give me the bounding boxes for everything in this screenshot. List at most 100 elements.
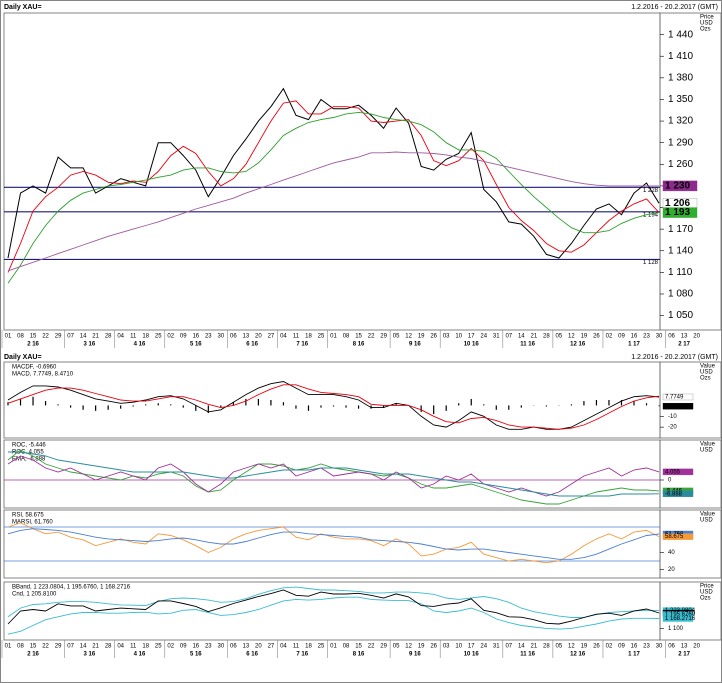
- series-line: [7, 596, 660, 635]
- x-month-label: 7 16: [296, 342, 308, 348]
- y-tick-label: 1 100: [668, 626, 684, 632]
- header-title: Daily XAU=: [4, 4, 42, 11]
- panel-frame: [3, 439, 661, 509]
- x-tick-label: 03: [443, 644, 450, 650]
- histogram-bar: [170, 404, 172, 406]
- x-tick-label: 15: [30, 644, 37, 650]
- value-tag-label: 4.055: [665, 469, 681, 475]
- histogram-bar: [433, 405, 435, 415]
- x-tick-label: 09: [180, 334, 187, 340]
- legend-entry: MARSI, 61.760: [12, 520, 53, 526]
- x-tick-label: 13: [243, 334, 250, 340]
- value-tag-label: 1 206: [665, 198, 690, 209]
- x-tick-label: 25: [155, 644, 162, 650]
- x-tick-label: 30: [656, 644, 663, 650]
- x-tick-label: 19: [581, 334, 588, 340]
- axis-frame: [659, 439, 722, 509]
- x-tick-label: 09: [618, 334, 625, 340]
- y-tick-label: 1 170: [668, 224, 693, 235]
- x-month-label: 9 16: [409, 652, 421, 658]
- y-tick-label: 0: [668, 478, 672, 484]
- series-line: [7, 455, 660, 497]
- histogram-bar: [145, 404, 147, 406]
- x-tick-label: 07: [505, 334, 512, 340]
- x-tick-label: 01: [5, 644, 12, 650]
- value-tag-label: -6.888: [665, 491, 683, 497]
- histogram-bar: [470, 398, 472, 406]
- y-tick-label: 1 260: [668, 159, 693, 170]
- axis-unit: Ozs: [700, 596, 711, 602]
- histogram-bar: [220, 405, 222, 408]
- axis-frame: [659, 509, 722, 579]
- value-tag: [662, 468, 694, 476]
- histogram-bar: [395, 403, 397, 406]
- histogram-bar: [345, 405, 347, 408]
- x-tick-label: 08: [17, 334, 24, 340]
- x-tick-label: 28: [543, 334, 550, 340]
- axis-frame: [659, 12, 722, 331]
- x-month-label: 10 16: [464, 342, 480, 348]
- histogram-bar: [295, 405, 297, 409]
- x-tick-label: 11: [293, 644, 300, 650]
- histogram-bar: [232, 402, 234, 406]
- x-tick-label: 19: [418, 644, 425, 650]
- x-tick-label: 18: [142, 644, 149, 650]
- x-tick-label: 29: [55, 334, 62, 340]
- series-line: [7, 151, 659, 272]
- x-tick-label: 06: [668, 644, 675, 650]
- x-tick-label: 28: [105, 644, 112, 650]
- x-tick-label: 30: [656, 334, 663, 340]
- x-tick-label: 10: [455, 334, 462, 340]
- x-tick-label: 08: [17, 644, 24, 650]
- y-tick-label: 1 080: [668, 289, 693, 300]
- histogram-bar: [583, 401, 585, 406]
- x-tick-label: 16: [192, 644, 199, 650]
- x-tick-label: 31: [493, 644, 500, 650]
- axis-unit: Value: [700, 442, 716, 448]
- x-month-label: 9 16: [409, 342, 421, 348]
- y-tick-label: 1 380: [668, 72, 693, 83]
- x-tick-label: 01: [330, 334, 337, 340]
- x-tick-label: 09: [618, 644, 625, 650]
- x-tick-label: 16: [192, 334, 199, 340]
- x-tick-label: 23: [643, 334, 650, 340]
- x-tick-label: 04: [280, 644, 287, 650]
- x-tick-label: 26: [593, 334, 600, 340]
- histogram-bar: [107, 405, 109, 410]
- x-tick-label: 28: [105, 334, 112, 340]
- histogram-bar: [658, 405, 660, 407]
- panel-frame: [3, 12, 661, 331]
- histogram-bar: [7, 402, 9, 406]
- x-month-label: 11 16: [520, 652, 535, 658]
- axis-unit: USD: [700, 21, 713, 27]
- histogram-bar: [483, 404, 485, 406]
- x-tick-label: 16: [631, 334, 638, 340]
- x-tick-label: 22: [42, 334, 49, 340]
- x-tick-label: 07: [67, 644, 74, 650]
- x-tick-label: 05: [393, 644, 400, 650]
- legend-entry: ROC, -5.446: [12, 443, 46, 449]
- value-tag: [662, 402, 694, 410]
- axis-frame: [659, 361, 722, 439]
- x-tick-label: 29: [55, 644, 62, 650]
- x-tick-label: 29: [380, 644, 387, 650]
- value-tag-label: 1 193: [665, 207, 690, 218]
- x-month-label: 2 16: [27, 652, 39, 658]
- x-tick-label: 23: [643, 644, 650, 650]
- x-tick-label: 21: [92, 644, 99, 650]
- x-tick-label: 21: [530, 644, 537, 650]
- x-tick-label: 10: [455, 644, 462, 650]
- legend-entry: Cnd, 1 205.8100: [12, 592, 57, 598]
- x-tick-label: 29: [380, 334, 387, 340]
- x-tick-label: 15: [30, 334, 37, 340]
- legend-entry: MACD, 7.7749, 8.4710: [12, 372, 74, 378]
- x-tick-label: 18: [305, 334, 312, 340]
- x-month-label: 8 16: [353, 342, 365, 348]
- axis-unit: Value: [700, 512, 716, 518]
- x-tick-label: 19: [581, 644, 588, 650]
- series-line: [7, 100, 660, 273]
- series-line: [7, 522, 660, 564]
- histogram-bar: [307, 405, 310, 411]
- x-tick-label: 07: [505, 644, 512, 650]
